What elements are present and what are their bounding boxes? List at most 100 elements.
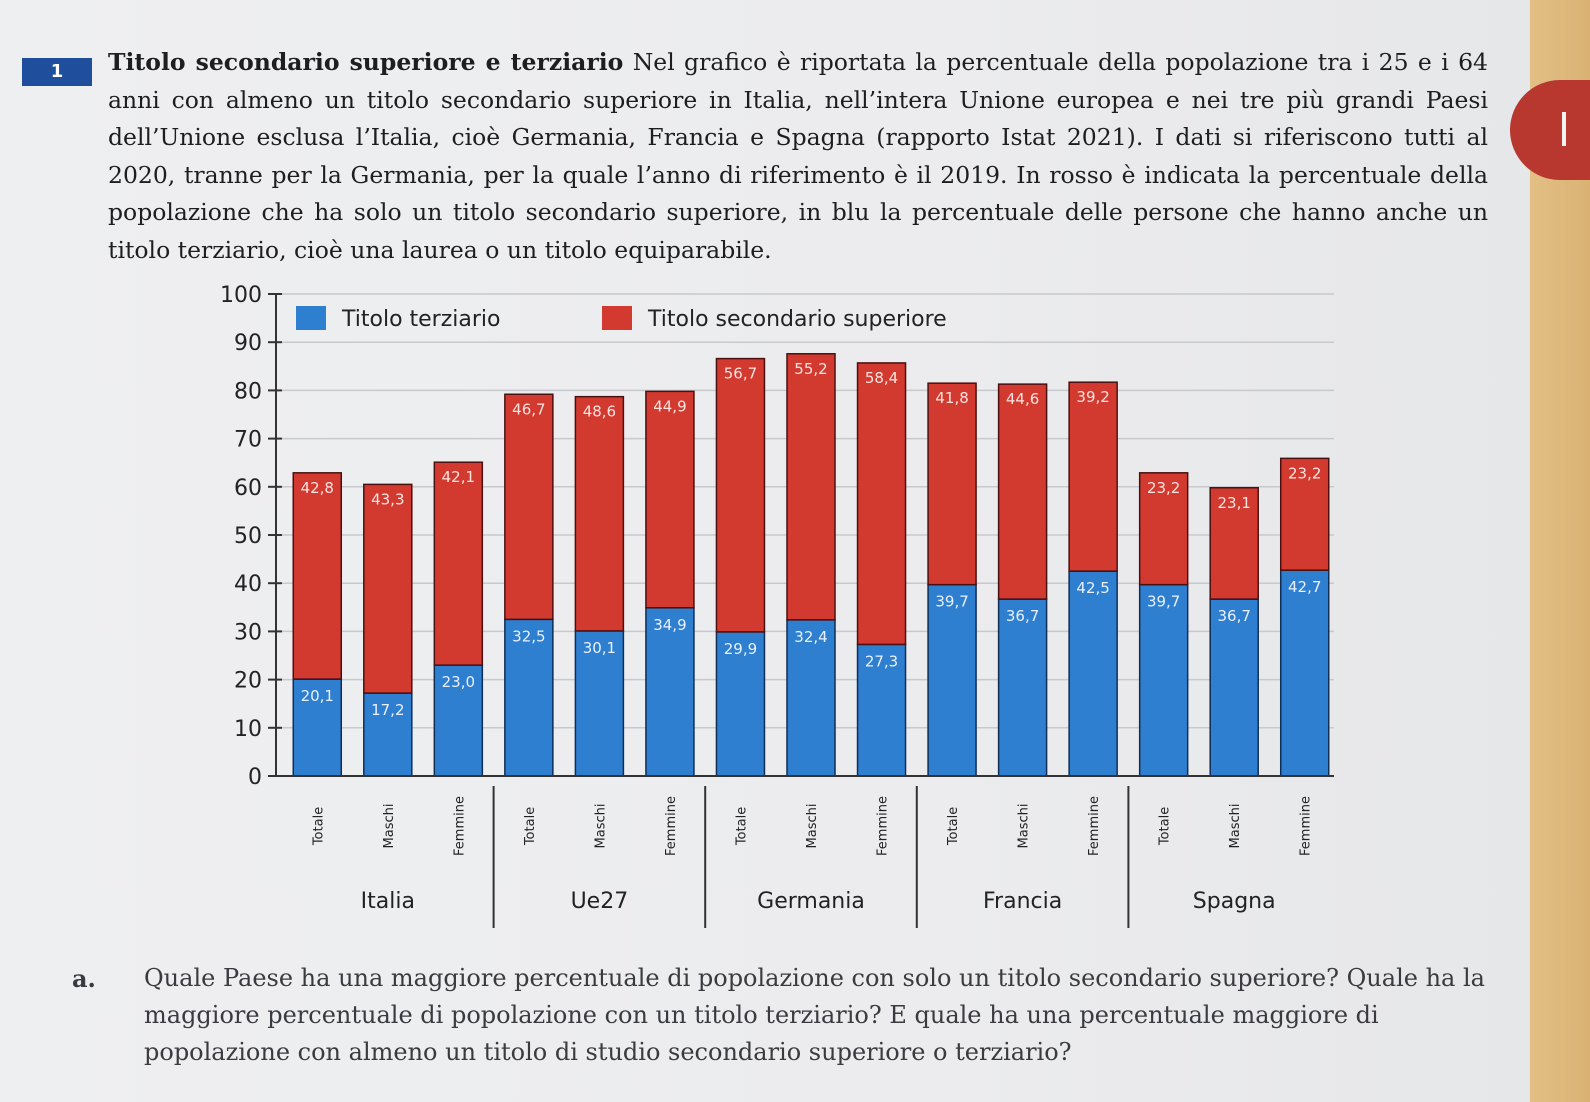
bar-tertiary	[1209, 598, 1259, 777]
data-label-secondary: 56,7	[724, 365, 757, 383]
bar-secondary	[292, 472, 343, 680]
axis-layer: 0 10 20 30 40 50 60 70 80 90 100 Totale Maschi Femmin…	[220, 283, 1334, 928]
question-a: a. Quale Paese ha una maggiore percentua…	[72, 960, 1498, 1071]
y-tick-label: 100	[220, 283, 262, 308]
bar-secondary	[786, 353, 836, 621]
data-label-secondary: 41,8	[935, 389, 968, 407]
y-tick-label: 90	[234, 331, 262, 356]
data-label-tertiary: 27,3	[865, 652, 898, 670]
data-label-tertiary: 42,7	[1288, 578, 1321, 596]
x-category-label: Totale	[311, 807, 326, 846]
x-category-label: Maschi	[1017, 804, 1032, 849]
bar-secondary	[927, 382, 977, 586]
data-label-tertiary: 29,9	[724, 640, 757, 658]
question-label: a.	[72, 964, 96, 993]
bar-tertiary	[504, 618, 554, 777]
y-tick-label: 80	[234, 379, 262, 404]
data-label-tertiary: 20,1	[301, 687, 334, 705]
y-tick-label: 20	[234, 669, 262, 694]
bar-secondary	[645, 390, 695, 609]
group-label: Germania	[757, 889, 865, 914]
x-category-label: Femmine	[1299, 796, 1314, 856]
bar-layer: 20,1 42,8 17,2 43,3 23,0 42,1 32,5 46,7 30,1 48,6…	[292, 353, 1330, 777]
bar-tertiary	[786, 619, 836, 777]
data-label-secondary: 23,2	[1288, 464, 1321, 482]
bar-tertiary	[997, 598, 1048, 777]
x-category-label: Totale	[734, 807, 749, 846]
data-label-secondary: 23,1	[1217, 494, 1250, 512]
exercise-number-badge: 1	[22, 58, 92, 86]
y-tick-label: 30	[234, 620, 262, 645]
data-label-tertiary: 42,5	[1076, 579, 1109, 597]
data-label-tertiary: 30,1	[583, 639, 616, 657]
y-tick-label: 60	[234, 476, 262, 501]
x-category-label: Femmine	[1087, 796, 1102, 856]
data-label-tertiary: 23,0	[442, 673, 475, 691]
data-label-secondary: 42,1	[442, 468, 475, 486]
bar-tertiary	[574, 630, 625, 777]
y-tick-label: 0	[248, 765, 262, 790]
x-category-label: Maschi	[1228, 804, 1243, 849]
bar-secondary	[433, 461, 484, 666]
chapter-tab-mark	[1562, 112, 1574, 146]
data-label-tertiary: 17,2	[371, 701, 404, 719]
bar-secondary	[574, 395, 625, 632]
data-label-tertiary: 32,4	[794, 628, 827, 646]
data-label-tertiary: 39,7	[935, 593, 968, 611]
x-category-label: Femmine	[664, 796, 679, 856]
bar-tertiary	[363, 692, 413, 777]
bar-secondary	[1209, 487, 1259, 600]
data-label-tertiary: 32,5	[512, 627, 545, 645]
data-label-tertiary: 34,9	[653, 616, 686, 634]
bar-tertiary	[927, 583, 977, 777]
bar-tertiary	[433, 664, 484, 777]
x-category-label: Femmine	[452, 796, 467, 856]
exercise-lead: Titolo secondario superiore e terziario	[108, 48, 624, 76]
bar-secondary	[997, 383, 1048, 600]
stacked-bar-chart: 20,1 42,8 17,2 43,3 23,0 42,1 32,5 46,7 30,1 48,6…	[220, 283, 1334, 928]
data-label-tertiary: 36,7	[1006, 607, 1039, 625]
bar-secondary	[504, 393, 554, 621]
data-label-tertiary: 36,7	[1217, 607, 1250, 625]
group-label: Spagna	[1193, 889, 1276, 914]
x-category-label: Totale	[946, 807, 961, 846]
legend-swatch-tertiary	[296, 306, 326, 330]
y-tick-label: 50	[234, 524, 262, 549]
bar-tertiary	[1279, 569, 1330, 777]
legend-swatch-secondary	[602, 306, 632, 330]
legend-label-tertiary: Titolo terziario	[341, 307, 501, 332]
data-label-secondary: 46,7	[512, 400, 545, 418]
bar-tertiary	[1068, 570, 1118, 777]
exercise-intro: Titolo secondario superiore e terziario …	[108, 44, 1488, 269]
exercise-text: Nel grafico è riportata la percentuale d…	[108, 48, 1488, 264]
x-category-label: Totale	[1158, 807, 1173, 846]
legend: Titolo terziario Titolo secondario super…	[296, 306, 947, 332]
data-label-secondary: 43,3	[371, 490, 404, 508]
group-label: Italia	[361, 889, 415, 914]
bar-secondary	[1068, 381, 1118, 572]
bar-secondary	[1279, 457, 1330, 571]
chapter-tab	[1510, 80, 1590, 180]
legend-label-secondary: Titolo secondario superiore	[647, 307, 947, 332]
x-category-label: Maschi	[382, 804, 397, 849]
bar-secondary	[363, 483, 413, 694]
data-label-secondary: 44,6	[1006, 390, 1039, 408]
y-tick-label: 40	[234, 572, 262, 597]
data-label-secondary: 58,4	[865, 369, 898, 387]
page-edge-strip	[1530, 0, 1590, 1102]
data-label-secondary: 23,2	[1147, 479, 1180, 497]
x-category-label: Maschi	[805, 804, 820, 849]
data-label-secondary: 48,6	[583, 403, 616, 421]
bar-tertiary	[1138, 583, 1189, 777]
question-text: Quale Paese ha una maggiore percentuale …	[144, 964, 1485, 1066]
data-label-secondary: 55,2	[794, 360, 827, 378]
group-label: Ue27	[571, 889, 629, 914]
group-label: Francia	[983, 889, 1062, 914]
y-tick-label: 10	[234, 717, 262, 742]
data-label-tertiary: 39,7	[1147, 593, 1180, 611]
bar-secondary	[1138, 472, 1189, 586]
data-label-secondary: 42,8	[301, 479, 334, 497]
bar-secondary	[715, 357, 766, 633]
x-category-label: Maschi	[593, 804, 608, 849]
data-label-secondary: 44,9	[653, 397, 686, 415]
